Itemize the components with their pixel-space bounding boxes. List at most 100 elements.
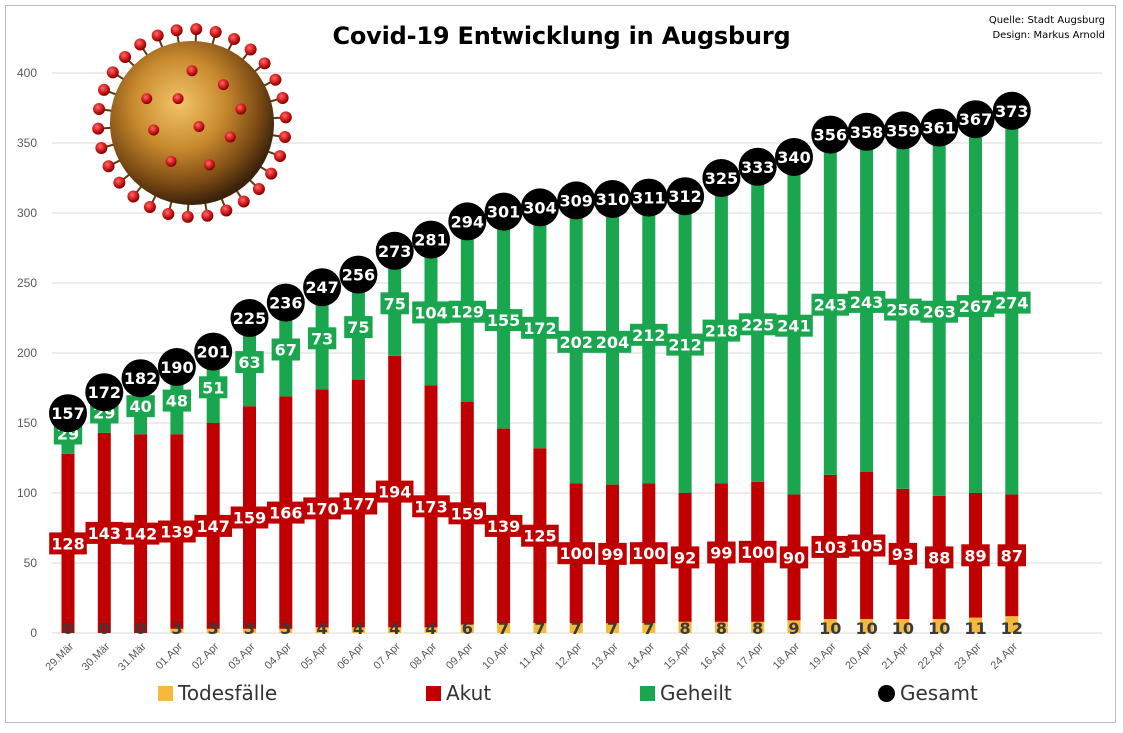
virus-spike-head: [224, 131, 236, 143]
marker-gesamt: [956, 100, 995, 139]
virus-spike-head: [258, 57, 271, 70]
label-geheilt: 212: [632, 326, 665, 345]
label-geheilt: 75: [384, 294, 406, 313]
label-akut-box: [779, 546, 809, 569]
label-geheilt-box: [380, 292, 409, 315]
x-tick-label: 29.Mär: [43, 640, 76, 673]
marker-gesamt: [448, 202, 487, 241]
label-akut-box: [557, 542, 595, 565]
label-akut: 103: [814, 538, 847, 557]
label-gesamt: 172: [88, 383, 121, 402]
label-gesamt: 294: [451, 212, 484, 231]
label-gesamt: 340: [777, 148, 810, 167]
label-geheilt: 155: [487, 311, 520, 330]
label-gesamt: 182: [124, 369, 157, 388]
x-tick-label: 24.Apr: [989, 640, 1021, 672]
label-akut: 99: [710, 544, 732, 563]
label-geheilt-box: [884, 298, 922, 321]
marker-gesamt: [230, 299, 269, 337]
bar-todesfaelle: [424, 627, 438, 633]
label-geheilt-box: [666, 333, 704, 356]
label-akut-box: [303, 497, 341, 520]
label-geheilt-box: [126, 395, 155, 418]
bar-todesfaelle: [714, 621, 728, 633]
y-tick-label: 200: [17, 346, 37, 360]
bar-todesfaelle: [533, 623, 547, 633]
label-akut-box: [630, 542, 668, 565]
legend-item-geheilt: Geheilt: [640, 680, 732, 706]
x-tick-label: 06.Apr: [335, 640, 367, 672]
label-akut: 93: [892, 545, 914, 564]
label-todesfaelle: 10: [892, 619, 914, 638]
label-todesfaelle: 4: [425, 619, 436, 638]
label-akut-box: [484, 514, 523, 537]
label-todesfaelle: 11: [964, 619, 986, 638]
label-gesamt: 304: [523, 198, 556, 217]
marker-gesamt: [847, 112, 886, 151]
virus-spike-head: [279, 111, 292, 124]
label-akut-box: [230, 506, 269, 529]
label-akut: 194: [378, 483, 411, 502]
marker-gesamt: [412, 220, 450, 259]
label-akut-box: [375, 480, 414, 503]
legend-swatch-akut: [426, 685, 441, 701]
bar-todesfaelle: [351, 627, 365, 633]
virus-spike-head: [170, 24, 183, 37]
label-todesfaelle: 10: [819, 619, 841, 638]
label-akut-box: [448, 502, 487, 525]
label-gesamt: 373: [995, 102, 1028, 121]
bar-todesfaelle: [388, 627, 402, 633]
virus-spike-head: [148, 124, 160, 136]
label-akut: 88: [928, 548, 950, 567]
x-tick-label: 18.Apr: [771, 640, 803, 672]
x-tick-label: 09.Apr: [444, 640, 476, 672]
label-geheilt: 129: [451, 303, 484, 322]
bar-todesfaelle: [170, 628, 184, 633]
legend-item-todesfaelle: Todesfälle: [158, 680, 277, 706]
label-todesfaelle: 10: [928, 619, 950, 638]
label-geheilt-box: [956, 295, 995, 318]
virus-spike-head: [228, 32, 241, 45]
virus-spike-head: [95, 141, 108, 154]
virus-spike-head: [220, 204, 233, 217]
virus-spike-head: [106, 66, 119, 79]
label-akut-box: [847, 534, 886, 557]
label-todesfaelle: 8: [716, 619, 727, 638]
label-akut: 89: [964, 546, 986, 565]
x-tick-label: 01.Apr: [154, 640, 186, 672]
label-akut-box: [158, 520, 196, 543]
virus-spike-head: [235, 103, 247, 115]
virus-spike-head: [93, 102, 106, 115]
label-geheilt: 204: [596, 333, 629, 352]
label-geheilt-box: [630, 323, 668, 346]
coronavirus-icon: [92, 23, 292, 223]
label-akut-box: [521, 524, 559, 547]
label-akut-box: [961, 544, 990, 567]
design-line: Design: Markus Arnold: [992, 30, 1105, 41]
bar-todesfaelle: [315, 627, 329, 633]
label-geheilt-box: [412, 301, 450, 324]
label-akut-box: [412, 495, 450, 518]
label-akut-box: [738, 540, 777, 563]
label-akut: 105: [850, 537, 883, 556]
label-akut: 125: [523, 527, 556, 546]
virus-spike-head: [172, 93, 184, 105]
label-akut: 173: [414, 497, 447, 516]
virus-spike-head: [141, 93, 153, 105]
bar-todesfaelle: [678, 621, 692, 633]
legend-swatch-todesfaelle: [158, 685, 173, 701]
y-axis-tick-labels: 0 50 100 150 200 250 300 350 400: [17, 66, 37, 640]
virus-spike-head: [113, 176, 126, 189]
label-geheilt: 212: [668, 336, 701, 355]
label-geheilt-box: [271, 338, 300, 361]
label-todesfaelle: 7: [607, 619, 618, 638]
label-geheilt: 263: [922, 303, 955, 322]
x-tick-label: 23.Apr: [952, 640, 984, 672]
legend-item-gesamt: Gesamt: [878, 680, 978, 706]
label-geheilt-box: [702, 319, 741, 342]
label-akut: 100: [559, 544, 592, 563]
label-akut: 147: [196, 517, 229, 536]
label-gesamt: 190: [160, 358, 193, 377]
label-akut-box: [194, 514, 232, 537]
label-gesamt: 310: [596, 190, 629, 209]
